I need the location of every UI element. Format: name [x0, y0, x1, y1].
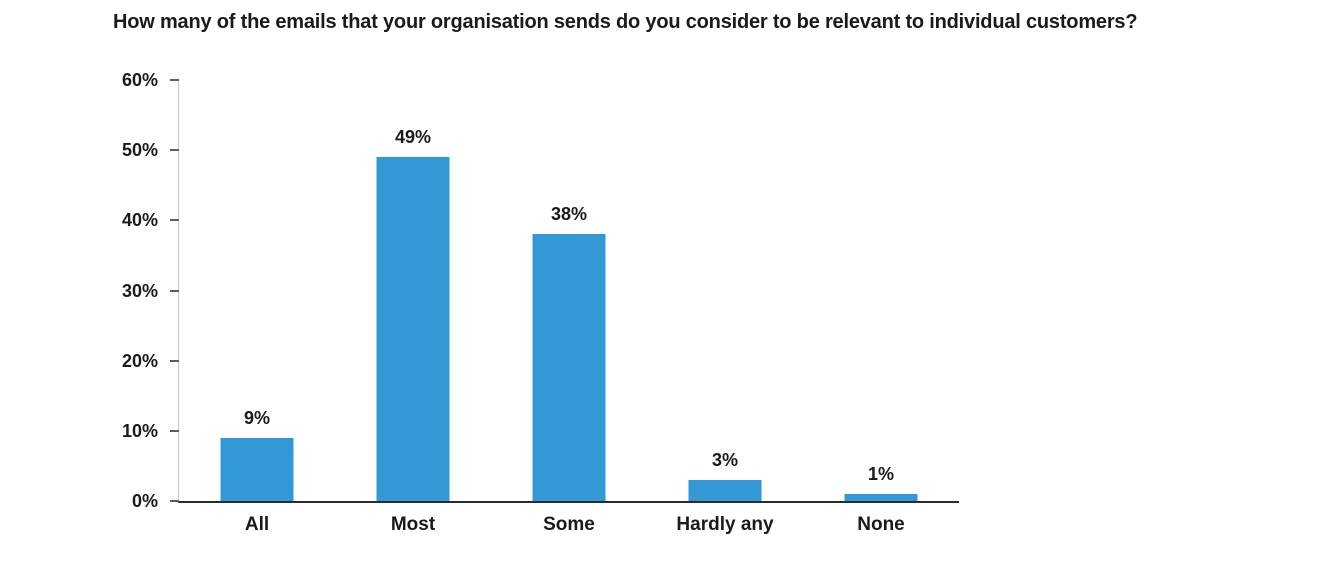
y-axis-tick-mark — [170, 289, 179, 292]
y-axis-tick-mark — [170, 79, 179, 81]
bar-some — [532, 234, 606, 501]
x-axis-category-label: All — [244, 514, 270, 535]
y-axis-tick-label: 50% — [121, 140, 158, 161]
bar-value-label: 49% — [394, 127, 432, 148]
y-axis-tick-mark — [170, 429, 179, 432]
x-axis-category-label: Hardly any — [676, 514, 774, 535]
bar-slot-all: 9% All — [179, 80, 335, 535]
y-axis-tick-label: 10% — [121, 420, 158, 441]
bar-value-label: 1% — [867, 463, 895, 484]
bar-slot-hardly-any: 3% Hardly any — [647, 80, 803, 535]
bar-value-label: 3% — [711, 449, 739, 470]
y-axis-tick-mark — [170, 149, 179, 152]
x-axis-category-label: Most — [390, 514, 436, 535]
plot-area: 0% 10% 20% 30% 40% 50% 60% 9% All 49% Most 38% Some 3… — [122, 71, 959, 535]
bar-slot-most: 49% Most — [335, 80, 491, 535]
bar-none — [844, 493, 918, 501]
y-axis-tick-mark — [170, 359, 179, 362]
y-axis-tick-mark — [170, 219, 179, 222]
y-axis-tick-mark — [170, 500, 179, 502]
bar-value-label: 9% — [243, 407, 271, 428]
bar-value-label: 38% — [550, 204, 588, 225]
y-axis-tick-label: 60% — [121, 70, 158, 90]
y-axis-tick-label: 20% — [121, 350, 158, 371]
bar-slot-some: 38% Some — [491, 80, 647, 535]
x-axis-category-label: Some — [543, 514, 595, 535]
bar-hardly-any — [688, 479, 762, 501]
bar-most — [376, 157, 450, 501]
y-axis-tick-label: 30% — [121, 280, 158, 301]
bar-slot-none: 1% None — [803, 80, 959, 535]
chart-title: How many of the emails that your organis… — [113, 11, 1138, 33]
bar-all — [220, 437, 294, 501]
y-axis-tick-label: 40% — [121, 210, 158, 231]
y-axis-tick-label: 0% — [131, 491, 158, 511]
x-axis-category-label: None — [857, 514, 905, 535]
